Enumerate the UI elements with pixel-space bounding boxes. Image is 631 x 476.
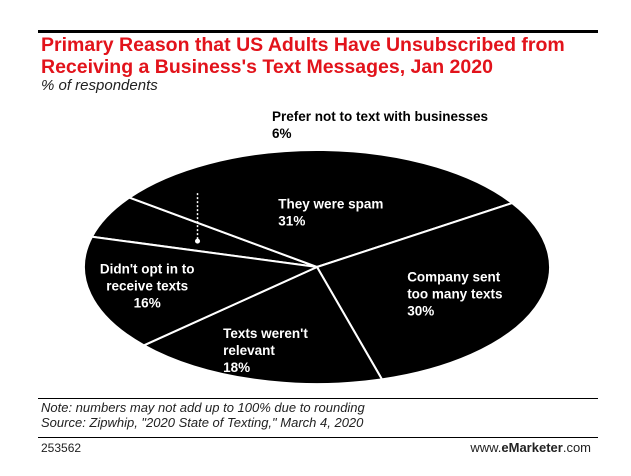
leader-dot: [195, 238, 201, 244]
pie-chart: Prefer not to text with businesses 6% They…: [83, 109, 551, 385]
pie-slice-texts-weren-t-relevant: [141, 265, 384, 385]
slice-label-didn-t-opt-in-to-receive-texts: Didn't opt in to receive texts 16%: [100, 261, 195, 310]
slice-label-they-were-spam: They were spam 31%: [278, 197, 383, 229]
pie-slice-didn-t-opt-in-to-receive-texts: [83, 235, 321, 347]
pie-labels: Prefer not to text with businesses 6% They…: [100, 109, 503, 375]
footnote: Note: numbers may not add up to 100% due…: [41, 400, 365, 415]
pie-slice-company-sent-too-many-texts: [315, 201, 551, 381]
footer-rule: [38, 437, 598, 438]
brand-name: eMarketer: [501, 440, 563, 455]
brand-prefix: www.: [470, 440, 502, 455]
top-rule: [38, 30, 598, 33]
slice-label-prefer-not-to-text-with-businesses: Prefer not to text with businesses 6%: [272, 109, 488, 141]
slice-label-texts-weren-t-relevant: Texts weren't relevant 18%: [223, 326, 308, 375]
chart-subtitle: % of respondents: [41, 77, 158, 94]
brand-link[interactable]: www.eMarketer.com: [470, 440, 591, 455]
source-line: Source: Zipwhip, "2020 State of Texting,…: [41, 415, 364, 430]
chart-title: Primary Reason that US Adults Have Unsub…: [41, 34, 565, 78]
brand-suffix: .com: [562, 440, 591, 455]
chart-id: 253562: [41, 441, 82, 455]
pie-slice-they-were-spam: [127, 149, 515, 269]
pie-slices: [83, 149, 551, 385]
slice-label-company-sent-too-many-texts: Company sent too many texts 30%: [407, 269, 502, 318]
bottom-rule: [38, 398, 598, 399]
